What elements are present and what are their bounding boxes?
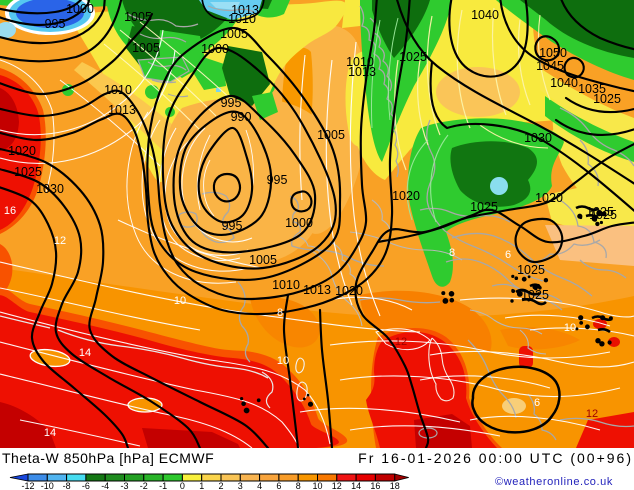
svg-text:1020: 1020 [335, 284, 363, 298]
svg-text:1040: 1040 [471, 8, 499, 22]
svg-text:995: 995 [267, 173, 288, 187]
svg-text:1025: 1025 [586, 205, 614, 219]
svg-text:10: 10 [277, 355, 289, 367]
svg-text:-1: -1 [159, 481, 167, 490]
svg-text:1013: 1013 [303, 283, 331, 297]
svg-text:18: 18 [390, 481, 400, 490]
svg-text:12: 12 [54, 235, 66, 247]
svg-text:1020: 1020 [392, 189, 420, 203]
svg-text:1005: 1005 [317, 128, 345, 142]
svg-text:-6: -6 [82, 481, 90, 490]
svg-text:1020: 1020 [535, 191, 563, 205]
svg-text:12: 12 [395, 336, 407, 348]
svg-text:6: 6 [276, 481, 281, 490]
svg-text:1025: 1025 [521, 288, 549, 302]
svg-text:14: 14 [44, 427, 56, 439]
svg-text:1005: 1005 [220, 27, 248, 41]
svg-text:16: 16 [4, 205, 16, 217]
svg-text:1025: 1025 [470, 200, 498, 214]
svg-text:1025: 1025 [593, 92, 621, 106]
svg-text:1005: 1005 [249, 253, 277, 267]
svg-text:1050: 1050 [539, 46, 567, 60]
svg-text:1013: 1013 [108, 103, 136, 117]
svg-text:1000: 1000 [66, 2, 94, 16]
svg-text:1025: 1025 [517, 263, 545, 277]
svg-text:8: 8 [449, 247, 455, 259]
svg-text:-8: -8 [63, 481, 71, 490]
svg-text:1030: 1030 [36, 182, 64, 196]
svg-text:1013: 1013 [348, 65, 376, 79]
svg-text:1000: 1000 [285, 216, 313, 230]
svg-text:-2: -2 [140, 481, 148, 490]
svg-text:8: 8 [277, 307, 283, 319]
svg-text:1010: 1010 [272, 278, 300, 292]
svg-text:6: 6 [534, 397, 540, 409]
svg-text:1035: 1035 [578, 82, 606, 96]
svg-text:1025: 1025 [589, 208, 617, 222]
svg-text:1000: 1000 [201, 42, 229, 56]
svg-text:990: 990 [231, 110, 252, 124]
svg-text:14: 14 [351, 481, 361, 490]
svg-text:0: 0 [180, 481, 185, 490]
svg-text:1005: 1005 [124, 10, 152, 24]
svg-text:12: 12 [332, 481, 342, 490]
svg-text:16: 16 [370, 481, 380, 490]
svg-text:1045: 1045 [536, 59, 564, 73]
svg-text:1025: 1025 [399, 50, 427, 64]
svg-text:10: 10 [174, 295, 186, 307]
svg-text:-3: -3 [120, 481, 128, 490]
svg-text:1005: 1005 [132, 41, 160, 55]
svg-text:10: 10 [312, 481, 322, 490]
svg-text:1: 1 [199, 481, 204, 490]
svg-text:3: 3 [238, 481, 243, 490]
svg-text:12: 12 [586, 408, 598, 420]
svg-text:-4: -4 [101, 481, 109, 490]
svg-text:1010: 1010 [104, 83, 132, 97]
svg-text:-12: -12 [21, 481, 34, 490]
svg-text:1030: 1030 [524, 131, 552, 145]
svg-text:1040: 1040 [550, 76, 578, 90]
svg-text:6: 6 [505, 249, 511, 261]
svg-text:1020: 1020 [8, 144, 36, 158]
svg-text:995: 995 [45, 17, 66, 31]
svg-text:1010: 1010 [228, 12, 256, 26]
svg-text:1013: 1013 [231, 3, 259, 17]
svg-text:10: 10 [564, 322, 576, 334]
svg-text:995: 995 [221, 96, 242, 110]
svg-text:995: 995 [222, 219, 243, 233]
svg-text:8: 8 [296, 481, 301, 490]
svg-text:1025: 1025 [14, 165, 42, 179]
svg-text:-10: -10 [41, 481, 54, 490]
svg-text:4: 4 [257, 481, 262, 490]
svg-text:2: 2 [218, 481, 223, 490]
svg-text:14: 14 [79, 347, 91, 359]
svg-text:1010: 1010 [346, 55, 374, 69]
